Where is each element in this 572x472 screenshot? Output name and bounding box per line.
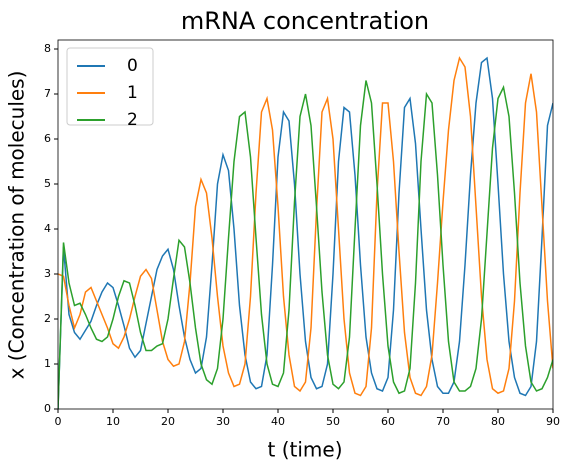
y-tick-label: 1 xyxy=(44,357,51,370)
series-line xyxy=(58,56,553,409)
x-tick-label: 50 xyxy=(326,415,340,428)
y-tick-label: 2 xyxy=(44,312,51,325)
y-tick-label: 8 xyxy=(44,42,51,55)
x-tick-label: 0 xyxy=(55,415,62,428)
y-tick-label: 7 xyxy=(44,87,51,100)
x-tick-label: 90 xyxy=(546,415,560,428)
x-tick-label: 20 xyxy=(161,415,175,428)
y-tick-label: 0 xyxy=(44,402,51,415)
x-tick-label: 40 xyxy=(271,415,285,428)
plot-frame xyxy=(57,39,554,410)
legend-label: 2 xyxy=(127,110,138,130)
series-line xyxy=(58,80,553,409)
y-tick-label: 4 xyxy=(44,222,51,235)
x-tick-label: 80 xyxy=(491,415,505,428)
x-tick-label: 60 xyxy=(381,415,395,428)
y-axis-label: x (Concentration of molecules) xyxy=(5,71,29,380)
y-tick-label: 3 xyxy=(44,267,51,280)
legend-label: 0 xyxy=(127,56,138,76)
x-tick-label: 10 xyxy=(106,415,120,428)
legend-label: 1 xyxy=(127,83,138,103)
x-tick-label: 30 xyxy=(216,415,230,428)
y-tick-label: 6 xyxy=(44,132,51,145)
chart-title: mRNA concentration xyxy=(181,7,429,35)
series-line xyxy=(58,56,553,397)
x-axis-label: t (time) xyxy=(268,438,343,462)
x-tick-label: 70 xyxy=(436,415,450,428)
legend-box xyxy=(66,47,154,126)
y-tick-label: 5 xyxy=(44,177,51,190)
